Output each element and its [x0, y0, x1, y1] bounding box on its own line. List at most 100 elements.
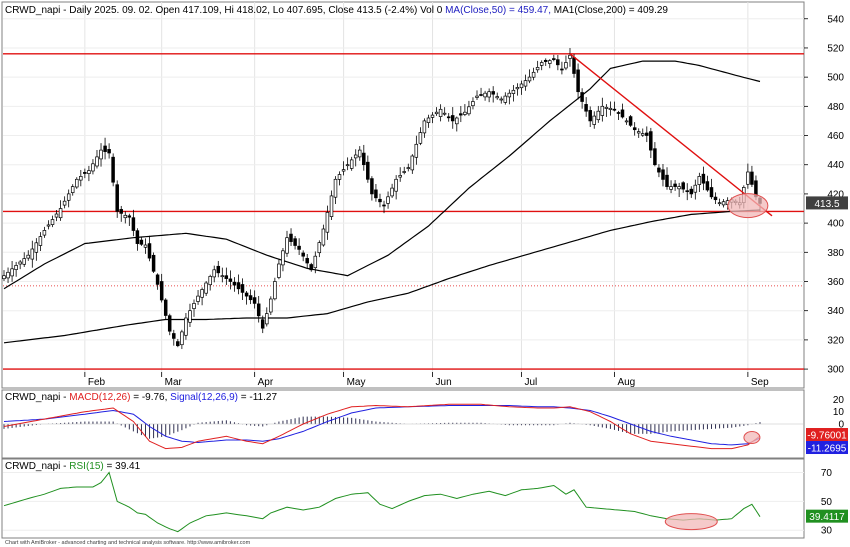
candle	[248, 289, 253, 305]
candle	[515, 83, 520, 96]
candle	[321, 224, 326, 247]
candle-body	[2, 275, 6, 280]
candle	[277, 258, 281, 280]
candle-body	[673, 183, 677, 187]
candle-body	[309, 264, 313, 271]
ma200-line	[3, 209, 761, 344]
candle	[535, 60, 540, 73]
candle-body	[252, 297, 257, 304]
candle	[228, 270, 233, 290]
candle-body	[58, 208, 63, 219]
candle-body	[604, 106, 609, 109]
candle	[111, 153, 115, 187]
candle-body	[527, 76, 532, 82]
candle-body	[487, 91, 491, 98]
candle	[519, 80, 524, 95]
support-resistance-levels	[3, 53, 804, 370]
candle	[366, 155, 370, 183]
price-axis-label: 340	[827, 306, 844, 317]
price-axis-label: 380	[827, 248, 844, 259]
candle	[285, 230, 289, 257]
candle	[325, 205, 330, 240]
candle	[269, 296, 273, 315]
price-panel	[1, 1, 805, 389]
candle-body	[228, 278, 233, 282]
macd-highlight-ellipse	[743, 431, 761, 445]
candle	[333, 176, 338, 205]
candle-body	[281, 250, 285, 266]
candle-body	[414, 143, 419, 158]
candle	[467, 100, 471, 116]
candle-body	[624, 120, 629, 123]
signal-value-tag: -11.2695	[808, 444, 847, 455]
candle-body	[717, 202, 722, 205]
candle	[236, 274, 241, 295]
candle-body	[576, 69, 580, 93]
candle	[434, 107, 439, 116]
rsi-highlight-ellipse	[664, 513, 718, 531]
candle	[527, 69, 532, 84]
candle-body	[269, 298, 273, 313]
candle	[192, 299, 196, 317]
candle-body	[681, 182, 685, 190]
candle-body	[240, 284, 245, 293]
candle	[552, 54, 556, 62]
candle-body	[442, 112, 447, 115]
month-axis-label: Jun	[436, 377, 452, 388]
candle	[685, 183, 689, 201]
trend-lines	[569, 53, 773, 219]
candle	[208, 274, 212, 291]
price-axis-label: 520	[827, 43, 844, 54]
candle-body	[669, 186, 673, 190]
candle	[54, 209, 59, 222]
candle	[471, 97, 475, 110]
candle-body	[62, 200, 67, 206]
candle	[709, 178, 714, 200]
candle	[556, 54, 560, 71]
candle	[459, 106, 463, 123]
month-axis-label: Mar	[165, 377, 183, 388]
candle-body	[560, 68, 564, 71]
last-price-tag: 413.5	[814, 199, 839, 210]
price-axis-label: 420	[827, 189, 844, 200]
candle-body	[523, 80, 528, 87]
candle	[450, 107, 455, 129]
candle	[240, 278, 245, 300]
candle-body	[438, 108, 443, 117]
candle	[410, 154, 415, 174]
candle	[50, 215, 55, 228]
candle	[564, 55, 568, 71]
candle-body	[180, 331, 184, 346]
signal-value-tag-bg	[806, 441, 848, 455]
candle-body	[705, 181, 710, 191]
candle-body	[677, 186, 681, 190]
rsi-axis-label: 50	[821, 497, 833, 508]
candle-body	[349, 159, 354, 169]
candle	[616, 110, 621, 121]
candle	[216, 260, 221, 278]
candle	[507, 89, 512, 105]
candle-body	[649, 131, 653, 151]
candle-body	[107, 149, 111, 154]
downtrend-line	[569, 53, 773, 217]
candle-body	[564, 62, 568, 69]
candle	[382, 200, 386, 214]
candle	[79, 169, 83, 187]
macd-title-signal: Signal(12,26,9)	[170, 392, 238, 403]
candle	[665, 167, 669, 190]
candle	[588, 106, 592, 127]
candle	[418, 127, 423, 146]
candle	[531, 67, 536, 81]
candle-body	[244, 292, 249, 297]
candle-body	[450, 115, 455, 122]
candle-body	[701, 173, 706, 184]
candle	[172, 329, 176, 346]
candle	[151, 252, 156, 274]
candle-body	[479, 94, 483, 96]
moving-averages	[3, 60, 761, 344]
candle-body	[721, 201, 726, 206]
candle	[636, 128, 641, 138]
candle-body	[99, 149, 103, 160]
candle	[604, 104, 609, 117]
candle-body	[653, 148, 657, 166]
